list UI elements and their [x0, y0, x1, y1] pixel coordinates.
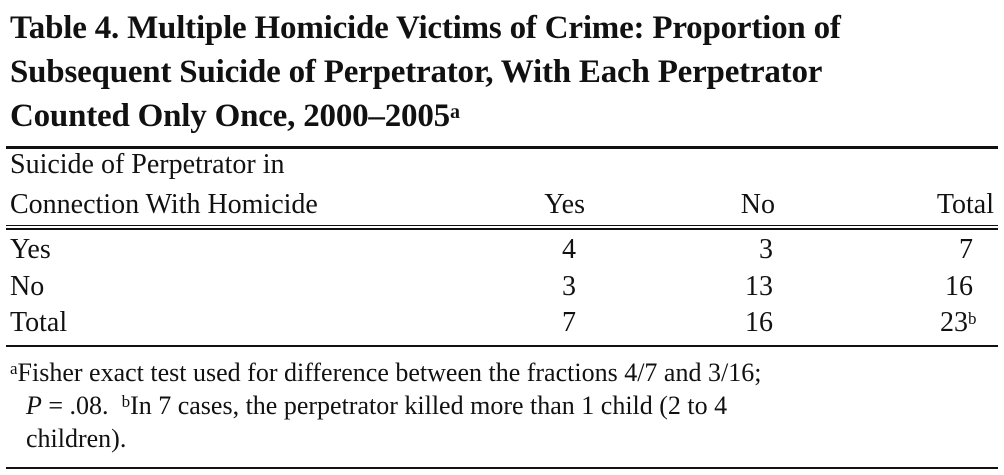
bottom-rule: [6, 467, 998, 469]
footnote-mark: a: [449, 101, 460, 123]
header-rule: [6, 225, 998, 226]
row-header-line: Connection With Homicide: [10, 189, 318, 220]
table-cell: 7: [562, 307, 576, 338]
table-cell: 3: [759, 234, 773, 265]
top-rule: [6, 146, 998, 149]
footnote-a-b: P = .08. bIn 7 cases, the perpetrator ki…: [26, 391, 728, 420]
column-header-yes: Yes: [544, 189, 585, 220]
row-header-line: Suicide of Perpetrator in: [10, 149, 285, 180]
table-cell: 23b: [940, 307, 977, 338]
table-cell: 16: [945, 271, 973, 302]
title-line: Table 4. Multiple Homicide Victims of Cr…: [10, 10, 841, 46]
table-cell: 16: [745, 307, 773, 338]
footnote-b-cont: children).: [26, 424, 127, 453]
footnote-a: aFisher exact test used for difference b…: [10, 358, 762, 387]
table-cell: 3: [562, 271, 576, 302]
title-line: Subsequent Suicide of Perpetrator, With …: [10, 54, 823, 90]
table-cell: 13: [745, 271, 773, 302]
column-header-total: Total: [936, 189, 994, 220]
title-line: Counted Only Once, 2000–2005a: [10, 98, 460, 134]
row-label: No: [10, 271, 45, 302]
table-cell: 4: [562, 234, 576, 265]
row-label: Yes: [10, 234, 51, 265]
column-header-no: No: [740, 189, 775, 220]
header-rule: [6, 228, 998, 230]
footnote-mark: b: [968, 309, 977, 328]
table-title: Table 4. Multiple Homicide Victims of Cr…: [10, 6, 1000, 138]
row-label: Total: [10, 307, 68, 338]
body-rule: [6, 345, 998, 347]
table-cell: 7: [959, 234, 973, 265]
